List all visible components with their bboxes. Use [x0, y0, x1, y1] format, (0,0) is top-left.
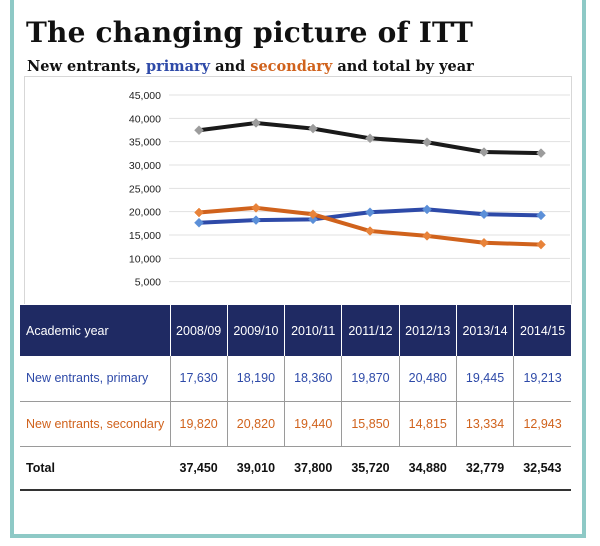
- table-cell: 39,010: [227, 446, 285, 491]
- y-tick-label: 20,000: [129, 207, 161, 219]
- table-cell: 19,440: [284, 401, 343, 447]
- header-year: 2013/14: [456, 305, 515, 356]
- header-label: Academic year: [20, 305, 171, 356]
- subtitle-secondary: secondary: [250, 58, 333, 75]
- line-chart: 45,000 40,000 35,000 30,000 25,000 20,000 15,0…: [129, 90, 570, 289]
- data-point-total: [422, 137, 432, 148]
- data-point-primary: [251, 215, 261, 225]
- table-cell: 37,450: [170, 446, 228, 491]
- table-cell: 15,850: [341, 401, 400, 447]
- header-year: 2009/10: [227, 305, 286, 356]
- data-point-primary: [194, 217, 204, 228]
- data-point-primary: [422, 204, 432, 215]
- row-label: New entrants, primary: [20, 356, 171, 402]
- table-cell: 14,815: [399, 401, 457, 447]
- y-tick-label: 45,000: [129, 90, 161, 102]
- data-point-total: [194, 125, 204, 136]
- data-table: Academic year 2008/09 2009/10 2010/11 20…: [20, 305, 571, 491]
- header-year: 2012/13: [399, 305, 457, 356]
- table-cell: 32,543: [513, 446, 571, 491]
- table-cell: 12,943: [513, 401, 571, 447]
- chart-title: The changing picture of ITT: [26, 16, 474, 49]
- row-label: Total: [20, 446, 170, 491]
- table-cell: 19,213: [513, 356, 571, 402]
- table-cell: 32,779: [456, 446, 514, 491]
- y-tick-label: 25,000: [129, 183, 161, 195]
- data-point-primary: [308, 214, 318, 225]
- chart-area: 45,000 40,000 35,000 30,000 25,000 20,000 15,0…: [24, 76, 572, 304]
- table-header-row: Academic year 2008/09 2009/10 2010/11 20…: [20, 305, 571, 356]
- data-point-secondary: [536, 239, 546, 250]
- data-point-total: [308, 123, 318, 134]
- table-cell: 37,800: [284, 446, 342, 491]
- y-tick-label: 30,000: [129, 160, 161, 172]
- table-cell: 19,445: [456, 356, 515, 402]
- data-point-total: [365, 133, 375, 144]
- table-cell: 18,360: [284, 356, 343, 402]
- data-point-total: [479, 147, 489, 157]
- table-cell: 34,880: [399, 446, 457, 491]
- data-point-primary: [365, 207, 375, 218]
- subtitle-primary: primary: [146, 58, 211, 75]
- chart-subtitle: New entrants, primary and secondary and …: [27, 58, 474, 75]
- data-point-primary: [536, 210, 546, 221]
- table-row-primary: New entrants, primary 17,630 18,190 18,3…: [20, 356, 571, 402]
- table-cell: 19,870: [341, 356, 400, 402]
- table-cell: 35,720: [341, 446, 400, 491]
- data-point-secondary: [308, 209, 318, 220]
- table-cell: 17,630: [170, 356, 228, 402]
- y-tick-label: 40,000: [129, 113, 161, 125]
- data-point-secondary: [194, 207, 204, 218]
- table-cell: 18,190: [227, 356, 286, 402]
- table-cell: 20,820: [227, 401, 286, 447]
- subtitle-mid: and: [210, 58, 251, 75]
- table-cell: 19,820: [170, 401, 228, 447]
- data-point-total: [536, 148, 546, 158]
- table-row-total: Total 37,450 39,010 37,800 35,720 34,880…: [20, 446, 571, 491]
- table-cell: 20,480: [399, 356, 457, 402]
- data-point-secondary: [479, 237, 489, 248]
- data-point-total: [251, 118, 261, 128]
- y-tick-label: 10,000: [129, 253, 161, 265]
- y-tick-label: 5,000: [135, 277, 161, 289]
- row-label: New entrants, secondary: [20, 401, 171, 447]
- header-year: 2011/12: [341, 305, 400, 356]
- data-point-secondary: [422, 231, 432, 241]
- table-cell: 13,334: [456, 401, 515, 447]
- subtitle-lead: New entrants,: [27, 58, 147, 75]
- data-point-primary: [479, 209, 489, 220]
- table-row-secondary: New entrants, secondary 19,820 20,820 19…: [20, 401, 571, 447]
- y-tick-label: 15,000: [129, 230, 161, 242]
- header-year: 2014/15: [513, 305, 571, 356]
- data-point-secondary: [365, 226, 375, 236]
- y-tick-label: 35,000: [129, 137, 161, 149]
- header-year: 2010/11: [284, 305, 343, 356]
- subtitle-tail: and total by year: [332, 58, 474, 75]
- data-point-secondary: [251, 202, 261, 213]
- header-year: 2008/09: [170, 305, 228, 356]
